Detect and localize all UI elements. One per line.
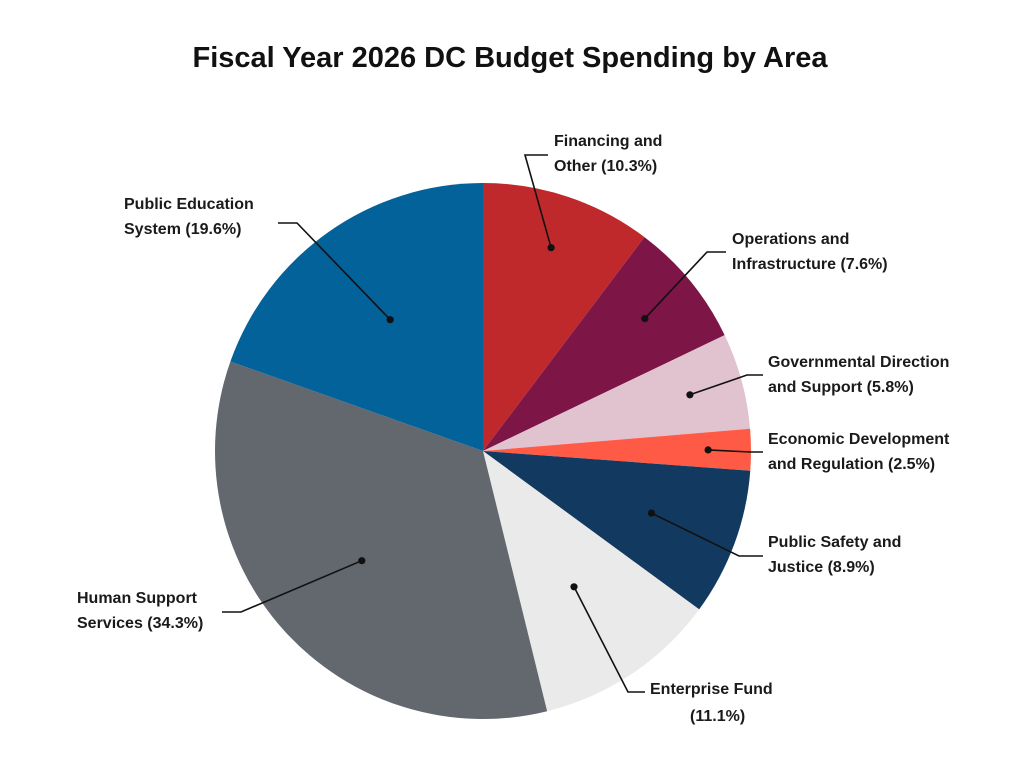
leader-line <box>644 251 726 320</box>
leader-line <box>278 222 391 321</box>
leader-line <box>573 586 645 693</box>
slice-label: Justice (8.9%) <box>768 559 875 576</box>
slice-label: (11.1%) <box>690 708 745 725</box>
leader-line <box>708 449 763 453</box>
pie-slice <box>483 237 725 451</box>
leader-line <box>222 559 363 613</box>
leader-dot <box>686 391 694 399</box>
pie-slice <box>483 451 700 712</box>
pie-slice <box>230 183 483 451</box>
slice-label: System (19.6%) <box>124 221 241 238</box>
leader-dot <box>386 316 394 324</box>
pie-slice <box>483 428 751 471</box>
leader-dot <box>704 446 712 454</box>
pie-slice <box>483 183 645 451</box>
leader-dot <box>547 244 555 252</box>
slice-label: Services (34.3%) <box>77 615 203 632</box>
slice-label: Other (10.3%) <box>554 158 657 175</box>
slice-label: Infrastructure (7.6%) <box>732 256 888 273</box>
pie-slice <box>215 361 548 719</box>
slice-label: Human Support <box>77 590 198 607</box>
pie-slice <box>483 335 751 451</box>
slice-label: Enterprise Fund <box>650 681 773 698</box>
slice-label: Public Safety and <box>768 534 901 551</box>
slice-label: and Regulation (2.5%) <box>768 456 935 473</box>
slice-label: Governmental Direction <box>768 354 949 371</box>
pie-slices <box>215 183 751 719</box>
slice-label: Operations and <box>732 231 849 248</box>
leader-line <box>651 512 763 557</box>
chart-title: Fiscal Year 2026 DC Budget Spending by A… <box>193 42 829 74</box>
leader-line <box>523 154 552 248</box>
leader-line <box>689 374 763 396</box>
leader-dot <box>358 557 366 565</box>
leader-dot <box>641 315 649 323</box>
leader-dot <box>570 583 578 591</box>
slice-label: Economic Development <box>768 431 950 448</box>
slice-label: Public Education <box>124 196 254 213</box>
slice-label: Financing and <box>554 133 662 150</box>
slice-labels: Financing and Other (10.3%) Operations and… <box>77 133 950 725</box>
pie-slice <box>483 451 751 610</box>
slice-label: and Support (5.8%) <box>768 379 914 396</box>
leader-dot <box>647 509 656 517</box>
